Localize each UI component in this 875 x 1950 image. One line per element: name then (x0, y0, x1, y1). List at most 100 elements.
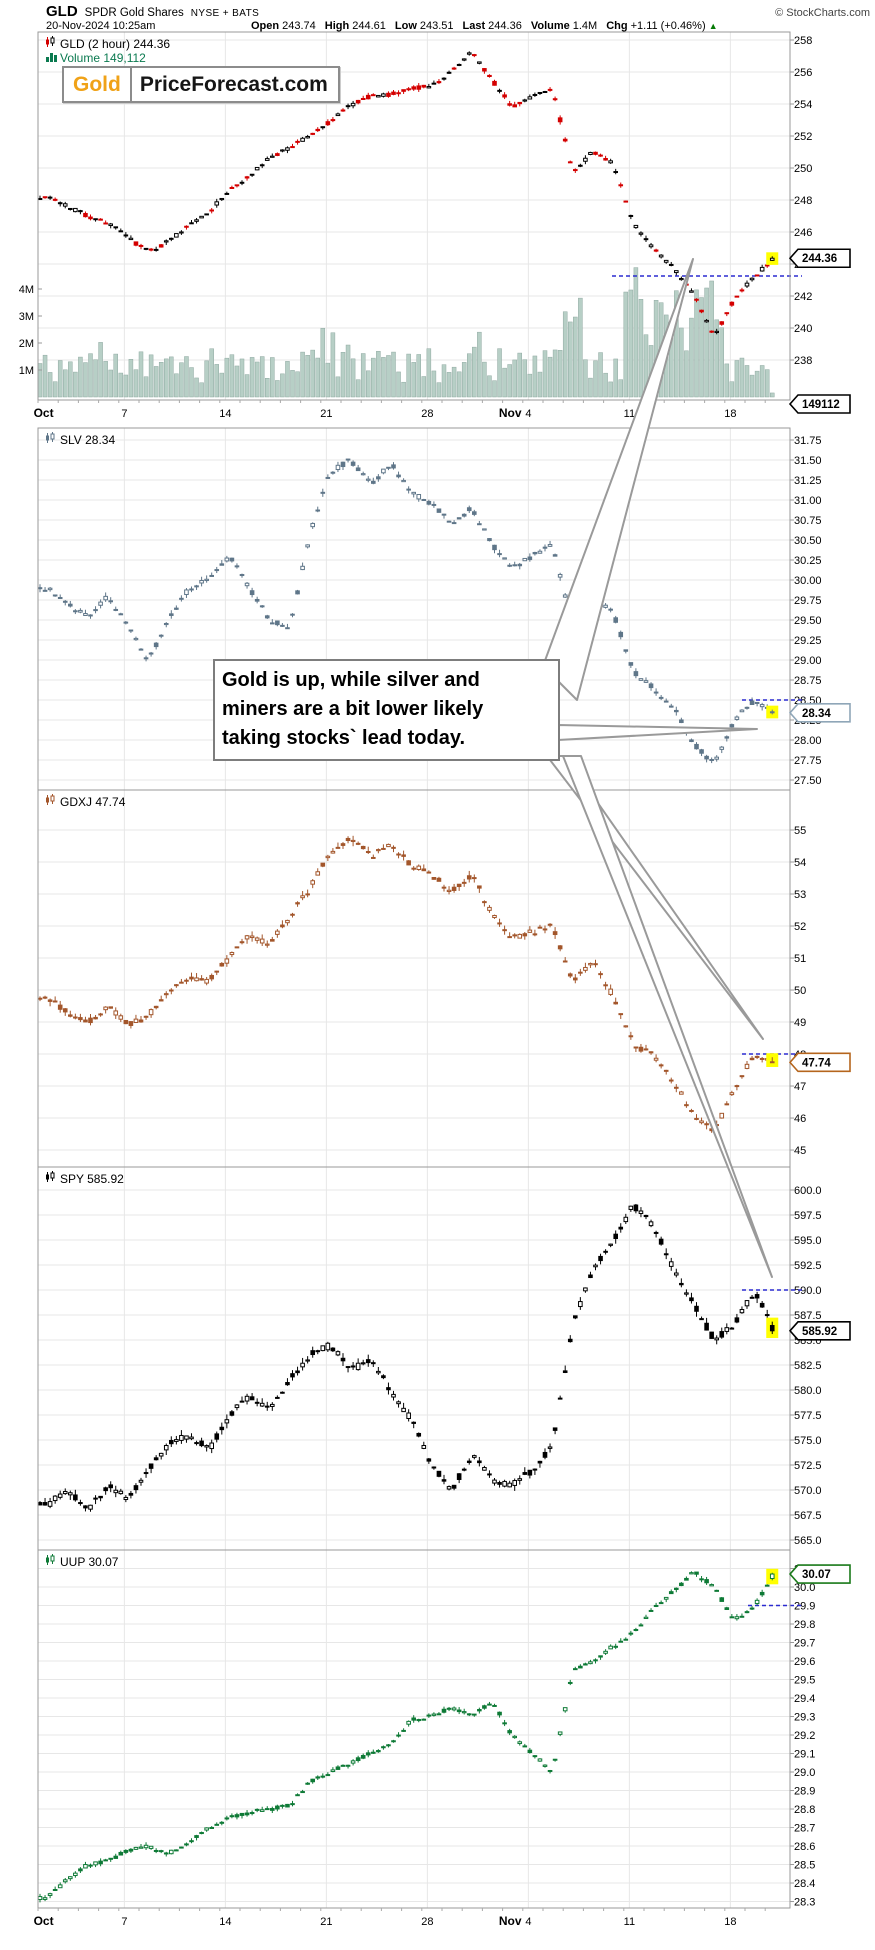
svg-text:7: 7 (121, 1916, 127, 1928)
low-label: Low (394, 20, 417, 32)
annotation-line: Gold is up, while silver and (222, 669, 480, 691)
svg-text:242: 242 (794, 291, 812, 303)
panel-frame (37, 1549, 791, 1909)
svg-text:600.0: 600.0 (794, 1185, 822, 1197)
svg-text:248: 248 (794, 195, 812, 207)
svg-text:595.0: 595.0 (794, 1235, 822, 1247)
svg-text:238: 238 (794, 355, 812, 367)
callout-arrow (562, 755, 773, 1278)
svg-text:28.3: 28.3 (794, 1897, 815, 1909)
svg-text:21: 21 (320, 1916, 332, 1928)
svg-text:30.00: 30.00 (794, 575, 822, 587)
svg-text:27.75: 27.75 (794, 755, 822, 767)
chg-label: Chg (606, 20, 628, 32)
svg-text:52: 52 (794, 921, 806, 933)
svg-text:29.7: 29.7 (794, 1638, 815, 1650)
svg-text:28: 28 (421, 1916, 433, 1928)
annotation-callout-arrows (542, 258, 773, 1278)
svg-text:29.00: 29.00 (794, 655, 822, 667)
price-tag (788, 1564, 851, 1584)
svg-text:30.25: 30.25 (794, 555, 822, 567)
candlestick-icon (46, 432, 55, 443)
svg-text:149112: 149112 (802, 399, 840, 411)
annotation-box: Gold is up, while silver and miners are … (213, 659, 560, 761)
svg-text:11: 11 (624, 1916, 635, 1928)
svg-text:30.50: 30.50 (794, 535, 822, 547)
svg-text:29.6: 29.6 (794, 1656, 815, 1668)
svg-text:28.7: 28.7 (794, 1823, 815, 1835)
svg-text:31.00: 31.00 (794, 495, 822, 507)
quote-change: Chg +1.11 (+0.46%) ▲ (606, 20, 717, 32)
svg-text:Nov: Nov (499, 1914, 522, 1928)
goldpriceforecast-watermark: Gold PriceForecast.com (62, 66, 340, 103)
svg-text:18: 18 (724, 1916, 736, 1928)
svg-text:29.75: 29.75 (794, 595, 822, 607)
svg-text:53: 53 (794, 889, 806, 901)
svg-text:47.74: 47.74 (802, 1057, 831, 1069)
exchange: NYSE + BATS (190, 8, 260, 19)
svg-text:28: 28 (421, 408, 433, 420)
svg-text:30.75: 30.75 (794, 515, 822, 527)
candles (37, 835, 779, 1133)
svg-text:29.5: 29.5 (794, 1675, 815, 1687)
logo-gold-text: Gold (64, 68, 132, 101)
panel-uup: 30.130.029.929.829.729.629.529.429.329.2… (37, 1549, 851, 1909)
svg-text:254: 254 (794, 99, 812, 111)
svg-text:30.07: 30.07 (802, 1569, 831, 1581)
legend-spy: SPY 585.92 (46, 1171, 124, 1186)
volume-axis-labels: 4M 3M 2M 1M (19, 284, 42, 377)
svg-text:29.0: 29.0 (794, 1767, 815, 1779)
quote-high: High 244.61 (325, 20, 386, 32)
svg-text:28.34: 28.34 (802, 708, 831, 720)
candles (37, 1203, 779, 1512)
svg-text:577.5: 577.5 (794, 1410, 822, 1422)
candles (37, 51, 779, 335)
svg-text:29.3: 29.3 (794, 1712, 815, 1724)
svg-text:31.50: 31.50 (794, 455, 822, 467)
svg-text:GLD (2 hour) 244.36: GLD (2 hour) 244.36 (60, 37, 170, 51)
svg-text:29.50: 29.50 (794, 615, 822, 627)
svg-text:28.00: 28.00 (794, 735, 822, 747)
svg-text:28.5: 28.5 (794, 1860, 815, 1872)
svg-text:Oct: Oct (34, 406, 54, 420)
svg-text:31.75: 31.75 (794, 435, 822, 447)
price-tag (788, 248, 851, 269)
datetime: 20-Nov-2024 10:25am (46, 20, 156, 32)
price-tag (788, 1052, 851, 1073)
candlestick-icon (46, 36, 55, 47)
svg-text:UUP 30.07: UUP 30.07 (60, 1555, 119, 1569)
x-axis-strip: Oct 7 14 21 28 Nov 4 11 18 (34, 400, 766, 420)
legend-gdxj: GDXJ 47.74 (46, 794, 126, 809)
callout-arrow (542, 258, 694, 701)
x-grid (123, 32, 731, 400)
svg-text:250: 250 (794, 163, 812, 175)
svg-text:256: 256 (794, 67, 812, 79)
candles (37, 1568, 779, 1903)
svg-text:14: 14 (219, 1916, 231, 1928)
last-label: Last (462, 20, 486, 32)
symbol-name: SPDR Gold Shares (84, 7, 184, 19)
quote-last: Last 244.36 (463, 20, 522, 32)
svg-text:29.25: 29.25 (794, 635, 822, 647)
svg-text:7: 7 (121, 408, 127, 420)
y-axis-labels: 31.75 31.50 31.25 31.00 30.75 30.50 30.25 30.00… (790, 435, 822, 787)
x-grid (123, 1550, 731, 1908)
svg-text:30.0: 30.0 (794, 1582, 815, 1594)
up-triangle-icon: ▲ (708, 21, 718, 31)
svg-text:SPY 585.92: SPY 585.92 (60, 1172, 124, 1186)
y-axis-labels: 30.130.029.929.829.729.629.529.429.329.2… (790, 1564, 815, 1909)
annotation-line: taking stocks` lead today. (222, 727, 466, 749)
svg-text:29.1: 29.1 (794, 1749, 815, 1761)
svg-text:565.0: 565.0 (794, 1535, 822, 1547)
quote-row: 20-Nov-2024 10:25am Open 243.74 High 244.6… (46, 20, 870, 32)
svg-text:Volume 149,112: Volume 149,112 (60, 51, 146, 65)
svg-text:28.6: 28.6 (794, 1841, 815, 1853)
svg-text:29.4: 29.4 (794, 1693, 815, 1705)
svg-text:31.25: 31.25 (794, 475, 822, 487)
panel-spy: 600.0597.5595.0592.5590.0587.5585.0582.5… (37, 1166, 851, 1551)
low-value: 243.51 (419, 20, 454, 32)
y-axis-labels: 5554535251504948474645 (790, 825, 806, 1157)
